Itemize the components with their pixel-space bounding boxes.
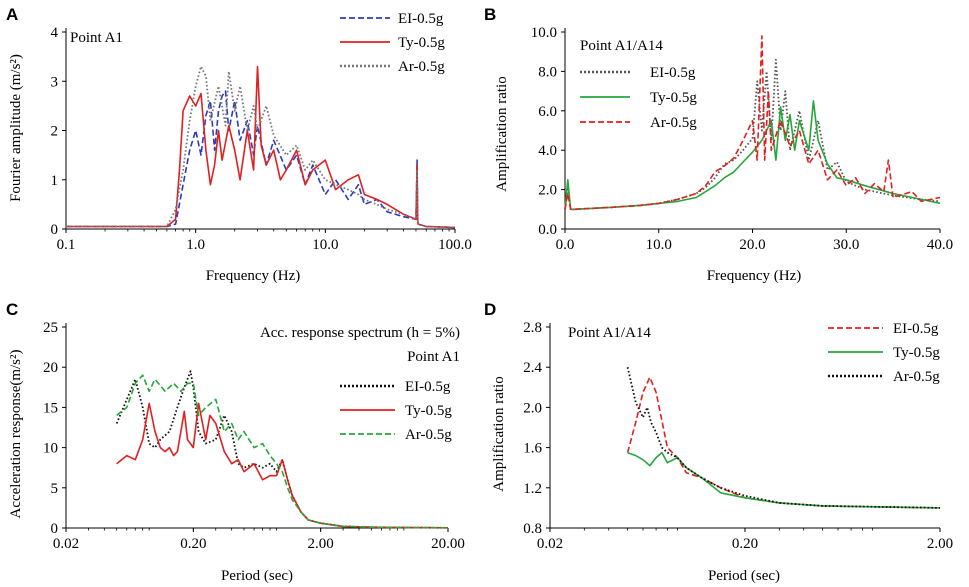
y-tick-label: 1.6 [523, 441, 542, 457]
x-tick-label: 2.00 [927, 536, 953, 552]
x-tick-label: 0.1 [57, 237, 76, 253]
y-tick-label: 15 [43, 400, 58, 416]
y-tick-label: 2 [51, 124, 59, 140]
legend-label: Ar-0.5g [405, 427, 452, 443]
y-tick-label: 1 [51, 173, 59, 189]
y-tick-label: 0 [51, 222, 59, 238]
panel-b-plot: 0.0 2.0 4.0 6.0 8.0 10.0 0.0 10.0 20.0 30.0 40.0 EI… [531, 25, 953, 253]
x-tick-label: 40.0 [927, 237, 953, 253]
panel-letter-c: C [6, 300, 18, 319]
panel-d-plot: 0.8 1.2 1.6 2.0 2.4 2.8 0.02 0.20 2.00 EI-0.5g Ty-… [523, 320, 953, 552]
y-tick-label: 4.0 [538, 143, 557, 159]
legend-label: Ty-0.5g [405, 403, 452, 419]
series-line-ei-0-5g [626, 376, 941, 509]
y-tick-label: 0.0 [538, 222, 557, 238]
x-tick-label: 2.00 [308, 536, 334, 552]
panel-c-plot: 0 5 10 15 20 25 0.02 0.20 2.00 20.00 EI-0.5g Ty-0.5… [43, 320, 465, 552]
legend-label: EI-0.5g [893, 321, 939, 337]
x-tick-label: 0.02 [53, 536, 79, 552]
series-line-ty-0-5g [66, 65, 456, 229]
y-tick-label: 0.8 [523, 521, 542, 537]
legend-label: Ty-0.5g [398, 35, 445, 51]
panel-a-plot: 0 1 2 3 4 0.1 1.0 10.0 100.0 EI-0.5g Ty-0.5g Ar-0.5… [51, 11, 472, 253]
panel-d-title: Point A1/A14 [568, 325, 651, 341]
series-line-ar-0-5g [626, 366, 941, 509]
x-tick-label: 0.0 [556, 237, 575, 253]
y-tick-label: 6.0 [538, 104, 557, 120]
panel-d-xlabel: Period (sec) [708, 568, 780, 584]
panel-b-title: Point A1/A14 [580, 38, 663, 54]
x-tick-label: 1.0 [186, 237, 205, 253]
panel-letter-d: D [484, 300, 496, 319]
panel-c-title: Acc. response spectrum (h = 5%) [260, 325, 460, 341]
panel-c: 0 5 10 15 20 25 0.02 0.20 2.00 20.00 EI-0.5g Ty-0.5… [8, 320, 465, 584]
x-tick-label: 0.02 [537, 536, 563, 552]
panel-a-title: Point A1 [70, 30, 123, 46]
panel-d: 0.8 1.2 1.6 2.0 2.4 2.8 0.02 0.20 2.00 EI-0.5g Ty-… [491, 320, 953, 584]
panel-b: 0.0 2.0 4.0 6.0 8.0 10.0 0.0 10.0 20.0 30.0 40.0 EI… [494, 25, 953, 284]
legend-label: Ar-0.5g [398, 59, 445, 75]
y-tick-label: 1.2 [523, 481, 542, 497]
y-tick-label: 2.8 [523, 320, 542, 336]
y-tick-label: 5 [51, 481, 59, 497]
panel-letter-b: B [484, 5, 496, 24]
x-tick-label: 30.0 [833, 237, 859, 253]
y-tick-label: 20 [43, 360, 58, 376]
panel-b-ylabel: Amplification ratio [494, 76, 510, 191]
y-tick-label: 10.0 [531, 25, 557, 41]
panel-d-ylabel: Amplification ratio [491, 376, 507, 491]
x-tick-label: 0.20 [180, 536, 206, 552]
y-tick-label: 25 [43, 320, 58, 336]
y-tick-label: 0 [51, 521, 59, 537]
series-line-ar-0-5g [66, 65, 456, 229]
series-line-ei-0-5g [66, 90, 456, 229]
legend-label: Ar-0.5g [650, 115, 697, 131]
series-line-ty-0-5g [116, 402, 449, 529]
series-line-ar-0-5g [116, 374, 449, 529]
panel-a-ylabel: Fourier amplitude (m/s²) [8, 54, 24, 202]
y-tick-label: 8.0 [538, 64, 557, 80]
y-tick-label: 2.0 [523, 400, 542, 416]
panel-letter-a: A [6, 5, 18, 24]
panel-a-xlabel: Frequency (Hz) [206, 268, 301, 284]
panel-c-xlabel: Period (sec) [221, 568, 293, 584]
y-tick-label: 2.0 [538, 183, 557, 199]
y-tick-label: 2.4 [523, 360, 542, 376]
panel-c-subtitle: Point A1 [407, 349, 460, 365]
legend-label: EI-0.5g [650, 65, 696, 81]
y-tick-label: 4 [51, 25, 59, 41]
panel-b-xlabel: Frequency (Hz) [707, 268, 802, 284]
x-tick-label: 0.20 [732, 536, 758, 552]
legend-label: EI-0.5g [405, 379, 451, 395]
y-tick-label: 3 [51, 74, 59, 90]
series-line-ty-0-5g [627, 451, 941, 509]
legend-label: EI-0.5g [398, 11, 444, 27]
x-tick-label: 10.0 [312, 237, 338, 253]
panel-a: 0 1 2 3 4 0.1 1.0 10.0 100.0 EI-0.5g Ty-0.5g Ar-0.5… [8, 11, 472, 284]
series-line-ar-0-5g [564, 35, 941, 211]
y-tick-label: 10 [43, 441, 58, 457]
x-tick-label: 10.0 [646, 237, 672, 253]
legend-label: Ty-0.5g [893, 345, 940, 361]
x-tick-label: 20.00 [431, 536, 465, 552]
x-tick-label: 20.0 [739, 237, 765, 253]
legend-label: Ty-0.5g [650, 90, 697, 106]
x-tick-label: 100.0 [438, 237, 472, 253]
panel-c-ylabel: Acceleration response(m/s²) [8, 349, 24, 518]
legend-label: Ar-0.5g [893, 369, 940, 385]
